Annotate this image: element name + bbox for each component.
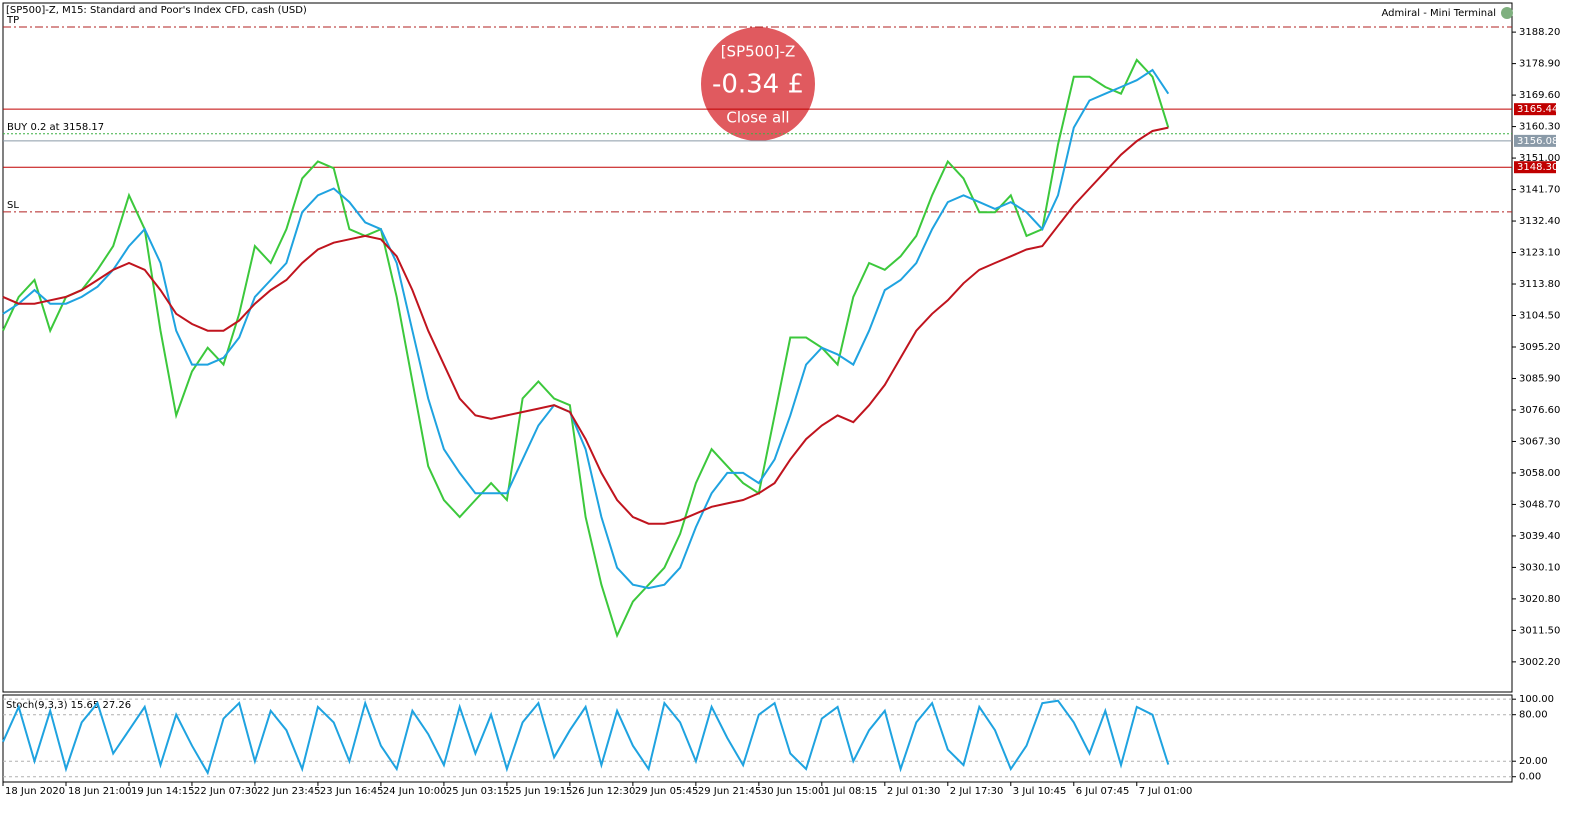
x-tick-label: 23 Jun 16:45 <box>320 786 384 797</box>
x-tick-label: 24 Jun 10:00 <box>383 786 447 797</box>
x-tick-label: 2 Jul 17:30 <box>950 786 1004 797</box>
series-line <box>2 68 1170 590</box>
x-tick-label: 3 Jul 10:45 <box>1013 786 1067 797</box>
bubble-symbol: [SP500]-Z <box>721 43 796 61</box>
y-tick-label: 3002.20 <box>1519 657 1560 668</box>
level-text: TP <box>6 15 19 26</box>
symbol-info: [SP500]-Z, M15: Standard and Poor's Inde… <box>6 5 307 16</box>
x-tick-label: 6 Jul 07:45 <box>1076 786 1130 797</box>
series-line <box>2 58 1170 639</box>
x-tick-label: 18 Jun 2020 <box>5 786 65 797</box>
stoch-title: Stoch(9,3,3) 15.65 27.26 <box>6 700 131 711</box>
y-tick-label: 100.00 <box>1519 694 1554 705</box>
x-tick-label: 18 Jun 21:00 <box>68 786 132 797</box>
y-tick-label: 3095.20 <box>1519 342 1560 353</box>
y-tick-label: 3123.10 <box>1519 248 1560 259</box>
level-label: 3148.30 <box>1517 162 1558 173</box>
y-tick-label: 3085.90 <box>1519 373 1560 384</box>
level-box <box>1514 161 1556 174</box>
y-tick-label: 3141.70 <box>1519 185 1560 196</box>
y-tick-label: 3160.30 <box>1519 122 1560 133</box>
y-tick-label: 0.00 <box>1519 772 1541 783</box>
x-tick-label: 1 Jul 08:15 <box>824 786 878 797</box>
level-text: BUY 0.2 at 3158.17 <box>7 122 104 133</box>
stoch-panel <box>2 694 1513 783</box>
close-bubble[interactable]: [SP500]-Z -0.34 £ Close all <box>701 27 815 141</box>
y-tick-label: 3169.60 <box>1519 90 1560 101</box>
y-tick-label: 3067.30 <box>1519 436 1560 447</box>
level-box <box>1514 103 1556 116</box>
y-tick-label: 3188.20 <box>1519 27 1560 38</box>
y-tick-label: 3048.70 <box>1519 499 1560 510</box>
series-line <box>2 699 1170 776</box>
level-label: 3156.08 <box>1517 136 1558 147</box>
x-tick-label: 30 Jun 15:00 <box>761 786 825 797</box>
y-tick-label: 3020.80 <box>1519 594 1560 605</box>
y-tick-label: 20.00 <box>1519 756 1548 767</box>
terminal-icon[interactable] <box>1501 7 1513 19</box>
y-tick-label: 3104.50 <box>1519 311 1560 322</box>
x-tick-label: 22 Jun 23:45 <box>257 786 321 797</box>
terminal-title: Admiral - Mini Terminal <box>1382 8 1496 19</box>
x-tick-label: 26 Jun 12:30 <box>572 786 636 797</box>
y-tick-label: 3011.50 <box>1519 625 1560 636</box>
y-tick-label: 3113.80 <box>1519 279 1560 290</box>
x-tick-label: 25 Jun 03:15 <box>446 786 510 797</box>
bubble-profit: -0.34 £ <box>712 70 804 100</box>
y-tick-label: 3030.10 <box>1519 562 1560 573</box>
level-text: SL <box>7 200 19 211</box>
y-tick-label: 3039.40 <box>1519 531 1560 542</box>
x-tick-label: 22 Jun 07:30 <box>194 786 258 797</box>
y-tick-label: 3151.00 <box>1519 153 1560 164</box>
series-line <box>2 126 1169 525</box>
bubble-action[interactable]: Close all <box>726 109 789 127</box>
x-tick-label: 25 Jun 19:15 <box>509 786 573 797</box>
y-tick-label: 80.00 <box>1519 710 1548 721</box>
x-tick-label: 7 Jul 01:00 <box>1139 786 1193 797</box>
level-label: 3165.44 <box>1517 104 1558 115</box>
y-tick-label: 3058.00 <box>1519 468 1560 479</box>
y-tick-label: 3178.90 <box>1519 59 1560 70</box>
x-tick-label: 19 Jun 14:15 <box>131 786 195 797</box>
bubble-circle[interactable] <box>701 27 815 141</box>
level-box <box>1514 134 1556 147</box>
x-tick-label: 2 Jul 01:30 <box>887 786 941 797</box>
y-tick-label: 3132.40 <box>1519 216 1560 227</box>
x-tick-label: 29 Jun 21:45 <box>698 786 762 797</box>
y-tick-label: 3076.60 <box>1519 405 1560 416</box>
x-tick-label: 29 Jun 05:45 <box>635 786 699 797</box>
